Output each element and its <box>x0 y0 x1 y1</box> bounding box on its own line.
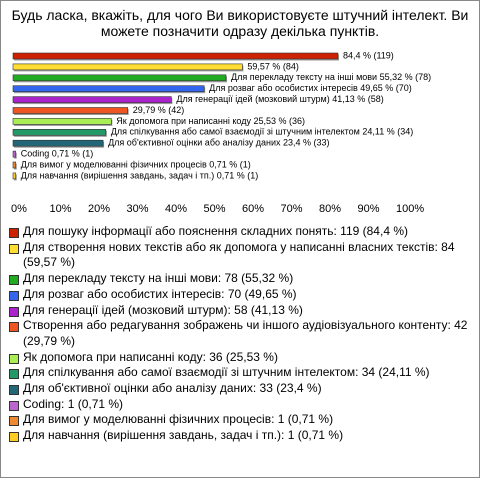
legend-label: Для перекладу тексту на інші мови: 78 (5… <box>23 271 294 286</box>
bar <box>12 129 107 136</box>
legend-label: Для спілкування або самої взаємодії зі ш… <box>23 365 430 380</box>
bar <box>12 161 17 169</box>
x-tick-label: 60% <box>242 203 264 215</box>
legend-label: Для пошуку інформації або пояснення скла… <box>23 224 408 238</box>
value-label: 29,79 % (42) <box>133 105 185 115</box>
value-label: Coding 0,71 % (1) <box>21 148 94 158</box>
x-tick-label: 50% <box>204 203 226 215</box>
legend-label: Для розваг або особистих інтересів: 70 (… <box>23 286 297 301</box>
legend-swatch <box>9 243 19 254</box>
legend-item: Для розваг або особистих інтересів: 70 (… <box>9 287 475 303</box>
legend-swatch <box>9 400 19 411</box>
bar <box>12 52 339 60</box>
value-label: Для об'єктивної оцінки або аналізу даних… <box>108 138 329 148</box>
legend-swatch <box>9 306 19 317</box>
legend-item: Для перекладу тексту на інші мови: 78 (5… <box>9 271 475 287</box>
legend-swatch <box>9 290 19 301</box>
bar <box>12 63 243 71</box>
chart: 0% 10% 20% 30% 40% 50% 60% 70% 80% 90% 100% 84,4 % … <box>11 50 431 215</box>
x-tick-label: 30% <box>127 203 149 215</box>
bar <box>12 118 112 125</box>
bar <box>12 107 128 114</box>
legend-swatch <box>9 416 19 427</box>
value-label: Для вимог у моделюванні фізичних процесі… <box>21 159 251 169</box>
legend-label: Coding: 1 (0,71 %) <box>23 396 124 411</box>
legend-item: Для вимог у моделюванні фізичних процесі… <box>9 412 475 428</box>
legend-item: Для навчання (вирішення завдань, задач і… <box>9 428 475 444</box>
value-label: Для розваг або особистих інтересів 49,65… <box>209 83 412 93</box>
x-tick-label: 70% <box>281 203 303 215</box>
bar <box>12 150 17 158</box>
value-label: Для спілкування або самої взаємодії зі ш… <box>111 127 413 137</box>
bar <box>12 96 172 103</box>
legend-swatch <box>9 385 19 396</box>
legend-swatch <box>9 322 19 333</box>
chart-title: Будь ласка, вкажіть, для чого Ви викорис… <box>11 7 469 39</box>
x-tick-label: 100% <box>396 203 424 215</box>
bar <box>12 139 104 147</box>
x-tick-label: 80% <box>319 203 341 215</box>
legend-label: Для генерації ідей (мозковий штурм): 58 … <box>23 302 303 317</box>
value-label: Для генерації ідей (мозковий штурм) 41,1… <box>176 94 383 104</box>
x-tick-label: 40% <box>165 203 187 215</box>
x-tick-label: 90% <box>358 203 380 215</box>
legend-item: Для об'єктивної оцінки або аналізу даних… <box>9 381 475 397</box>
legend-swatch <box>9 275 19 286</box>
value-label: Для навчання (вирішення завдань, задач і… <box>21 170 259 180</box>
bar <box>12 172 17 180</box>
legend-label: Створення або редагування зображень чи і… <box>23 318 468 348</box>
legend-swatch <box>9 228 19 238</box>
x-tick-label: 0% <box>11 203 27 215</box>
value-label: 59,57 % (84) <box>247 61 299 71</box>
legend-item: Для створення нових текстів або як допом… <box>9 240 475 271</box>
legend-label: Для створення нових текстів або як допом… <box>23 239 455 270</box>
legend-label: Для об'єктивної оцінки або аналізу даних… <box>23 381 322 396</box>
legend-label: Як допомога при написанні коду: 36 (25,5… <box>23 349 278 364</box>
legend-swatch <box>9 369 19 380</box>
legend-label: Для навчання (вирішення завдань, задач і… <box>23 428 344 443</box>
legend: Для пошуку інформації або пояснення скла… <box>9 224 475 444</box>
legend-item: Для пошуку інформації або пояснення скла… <box>9 224 475 240</box>
value-label: Для перекладу тексту на інші мови 55,32 … <box>231 72 431 82</box>
bar <box>12 74 227 82</box>
legend-item: Для спілкування або самої взаємодії зі ш… <box>9 365 475 381</box>
legend-swatch <box>9 353 19 364</box>
legend-item: Створення або редагування зображень чи і… <box>9 318 475 349</box>
legend-item: Як допомога при написанні коду: 36 (25,5… <box>9 350 475 366</box>
x-tick-label: 20% <box>88 203 110 215</box>
legend-item: Coding: 1 (0,71 %) <box>9 397 475 413</box>
legend-item: Для генерації ідей (мозковий штурм): 58 … <box>9 303 475 319</box>
bar <box>12 85 205 92</box>
value-label: 84,4 % (119) <box>343 50 394 60</box>
value-label: Як допомога при написанні коду 25,53 % (… <box>116 116 305 126</box>
legend-swatch <box>9 432 19 443</box>
legend-label: Для вимог у моделюванні фізичних процесі… <box>23 412 334 427</box>
x-tick-label: 10% <box>50 203 72 215</box>
